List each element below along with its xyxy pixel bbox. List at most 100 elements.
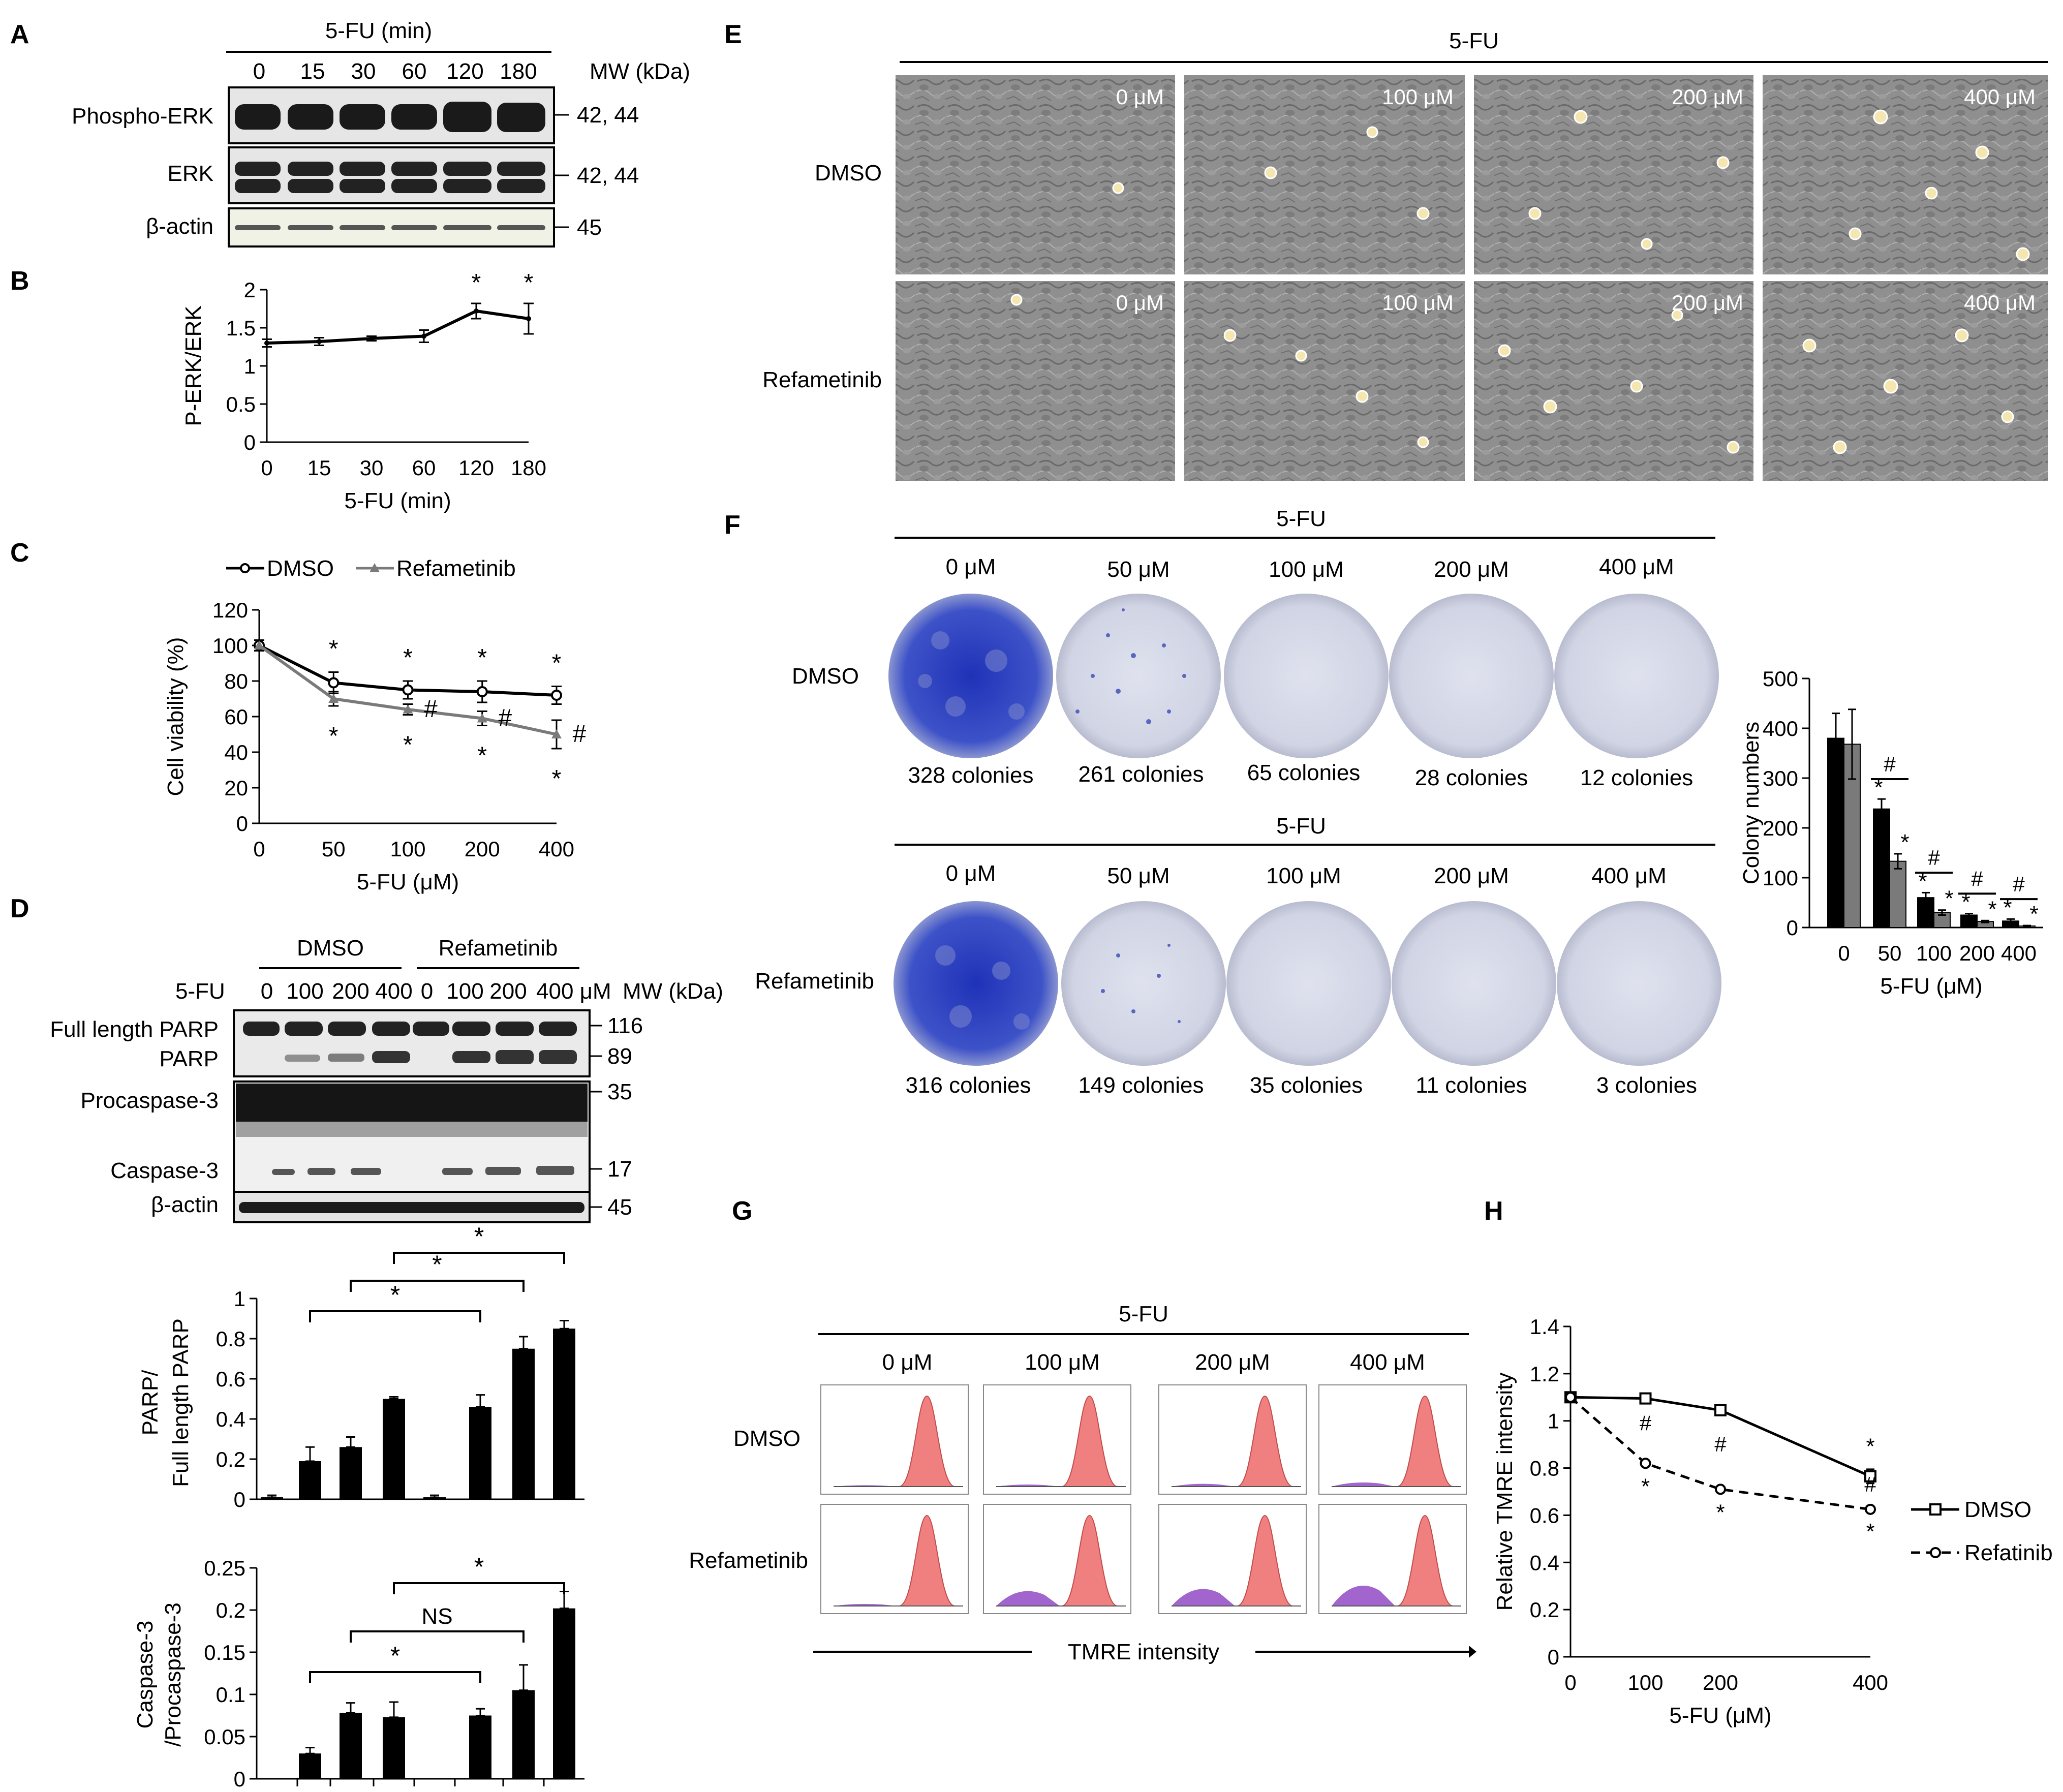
panel-a-row-actin: β-actin bbox=[146, 214, 213, 239]
panel-d-blot: DMSO Refametinib 5-FU 0 100 200 400 0 10… bbox=[50, 936, 723, 1223]
d2-bar bbox=[299, 1753, 321, 1779]
d1-bracket bbox=[393, 1252, 565, 1264]
panel-f-conc-top-200: 200 μM bbox=[1434, 557, 1509, 582]
b-ytick-label: 1 bbox=[244, 354, 256, 378]
panel-f-plates: 5-FU 0 μM 50 μM 100 μM 200 μM 400 μM DMS… bbox=[755, 506, 1721, 1098]
f-xlabel: 5-FU (μM) bbox=[1880, 974, 1982, 999]
f-annotation: # bbox=[1928, 846, 1940, 870]
f-bar-dmso bbox=[1827, 737, 1844, 928]
micrograph-refa-400 bbox=[1763, 281, 2048, 481]
plate-dmso-100 bbox=[1224, 594, 1389, 758]
d2-bracket bbox=[309, 1671, 481, 1683]
f-annotation: * bbox=[1945, 886, 1953, 911]
f-annotation: * bbox=[1961, 890, 1970, 915]
d1-ytick-label: 0.6 bbox=[216, 1367, 245, 1391]
b-ytick-label: 2 bbox=[244, 278, 256, 302]
plate-refa-50 bbox=[1061, 901, 1226, 1066]
panel-d-mw-parp: 89 bbox=[607, 1044, 632, 1069]
h-annotation: * bbox=[1866, 1434, 1874, 1459]
panel-f-header-top: 5-FU bbox=[1276, 506, 1326, 531]
plate-dmso-0 bbox=[888, 594, 1053, 758]
d2-bracket bbox=[393, 1582, 565, 1594]
panel-f-count-refa-0: 316 colonies bbox=[905, 1073, 1031, 1098]
histogram-low-population bbox=[996, 1591, 1060, 1606]
panel-letter-c: C bbox=[10, 538, 29, 568]
c-ytick-label: 100 bbox=[212, 634, 248, 658]
panel-letter-b: B bbox=[10, 266, 29, 296]
panel-d-row-fl-parp: Full length PARP bbox=[50, 1017, 219, 1042]
b-annotation: * bbox=[524, 269, 534, 296]
panel-letter-e: E bbox=[724, 20, 742, 49]
b-point bbox=[317, 339, 322, 344]
c-point-refa bbox=[328, 694, 339, 703]
c-point-dmso bbox=[328, 677, 340, 689]
d2-bar bbox=[383, 1717, 405, 1779]
b-ylabel: P-ERK/ERK bbox=[181, 305, 206, 426]
micrograph-dmso-200 bbox=[1474, 75, 1753, 274]
c-point-refa bbox=[254, 640, 264, 650]
panel-d-group-refa: Refametinib bbox=[439, 936, 558, 961]
c-ytick-label: 40 bbox=[224, 740, 248, 764]
c-ytick-label: 0 bbox=[236, 812, 248, 836]
f-bar-refa bbox=[1889, 860, 1906, 929]
d1-bar bbox=[299, 1461, 321, 1499]
panel-f-count-refa-50: 149 colonies bbox=[1078, 1073, 1204, 1098]
histogram-peak bbox=[1237, 1515, 1294, 1606]
b-series-line bbox=[266, 309, 529, 345]
histogram-peak bbox=[1237, 1395, 1294, 1487]
panel-f-count-refa-100: 35 colonies bbox=[1250, 1073, 1363, 1098]
panel-d-lane-7: 200 bbox=[489, 979, 527, 1004]
panel-d-mw-casp: 17 bbox=[607, 1157, 632, 1182]
panel-d-lane-8: 400 μM bbox=[536, 979, 611, 1004]
histogram-peak bbox=[899, 1515, 956, 1606]
floating-cells bbox=[1010, 109, 2030, 454]
panel-e-conc-refa-400: 400 μM bbox=[1964, 291, 2036, 315]
d1-ytick-label: 0.8 bbox=[216, 1327, 245, 1351]
micrograph-refa-100 bbox=[1184, 281, 1465, 481]
h-xtick-label: 400 bbox=[1853, 1671, 1888, 1694]
micrograph-refa-0 bbox=[896, 281, 1175, 481]
panel-f-row-dmso: DMSO bbox=[792, 664, 859, 689]
panel-f-count-dmso-100: 65 colonies bbox=[1247, 760, 1361, 785]
f-annotation: # bbox=[1884, 752, 1896, 776]
h-ytick-label: 0.4 bbox=[1530, 1551, 1559, 1574]
panel-g-xaxis-label: TMRE intensity bbox=[1068, 1640, 1219, 1664]
panel-a-mw-header: MW (kDa) bbox=[590, 59, 690, 84]
b-xtick-label: 30 bbox=[360, 456, 384, 480]
h-legend-label-refa: Refatinib bbox=[1964, 1540, 2053, 1565]
panel-f-conc-bot-200: 200 μM bbox=[1434, 863, 1509, 888]
b-xtick-label: 15 bbox=[307, 456, 331, 480]
d1-ytick-label: 0 bbox=[234, 1488, 245, 1511]
panel-letter-d: D bbox=[10, 894, 29, 923]
c-legend-label-dmso: DMSO bbox=[267, 556, 334, 581]
c-annotation: # bbox=[573, 721, 587, 748]
d1-bar bbox=[553, 1328, 575, 1499]
c-ytick-label: 120 bbox=[212, 598, 248, 622]
c-point-dmso bbox=[476, 686, 488, 697]
b-point bbox=[526, 316, 531, 321]
blot-parp bbox=[233, 1009, 591, 1077]
panel-e-header: 5-FU bbox=[1449, 28, 1499, 53]
chart-d-parp: 0 0.2 0.4 0.6 0.8 1 * * * PARP/Full length PARP bbox=[138, 1222, 584, 1511]
panel-g-conc-200: 200 μM bbox=[1195, 1350, 1270, 1375]
h-ytick-label: 1 bbox=[1548, 1409, 1559, 1433]
panel-a-lane-15: 15 bbox=[300, 59, 325, 84]
panel-d-treatment-label: 5-FU bbox=[175, 979, 225, 1004]
c-annotation: * bbox=[403, 732, 413, 759]
histogram-low-population bbox=[1332, 1482, 1395, 1487]
panel-f-conc-top-400: 400 μM bbox=[1599, 554, 1674, 579]
panel-g-conc-100: 100 μM bbox=[1025, 1350, 1100, 1375]
panel-e-conc-refa-200: 200 μM bbox=[1672, 291, 1743, 315]
panel-f-row-refa: Refametinib bbox=[755, 969, 874, 994]
h-xlabel: 5-FU (μM) bbox=[1669, 1703, 1771, 1728]
panel-f-count-dmso-0: 328 colonies bbox=[908, 763, 1033, 788]
d1-annotation: * bbox=[474, 1222, 484, 1251]
panel-letters: A B C D E F G H bbox=[10, 20, 1503, 1226]
panel-d-mw-actin: 45 bbox=[607, 1195, 632, 1220]
micrograph-dmso-400 bbox=[1763, 75, 2048, 274]
c-annotation: # bbox=[424, 696, 438, 723]
c-point-dmso bbox=[402, 684, 414, 696]
f-ylabel: Colony numbers bbox=[1739, 722, 1764, 884]
